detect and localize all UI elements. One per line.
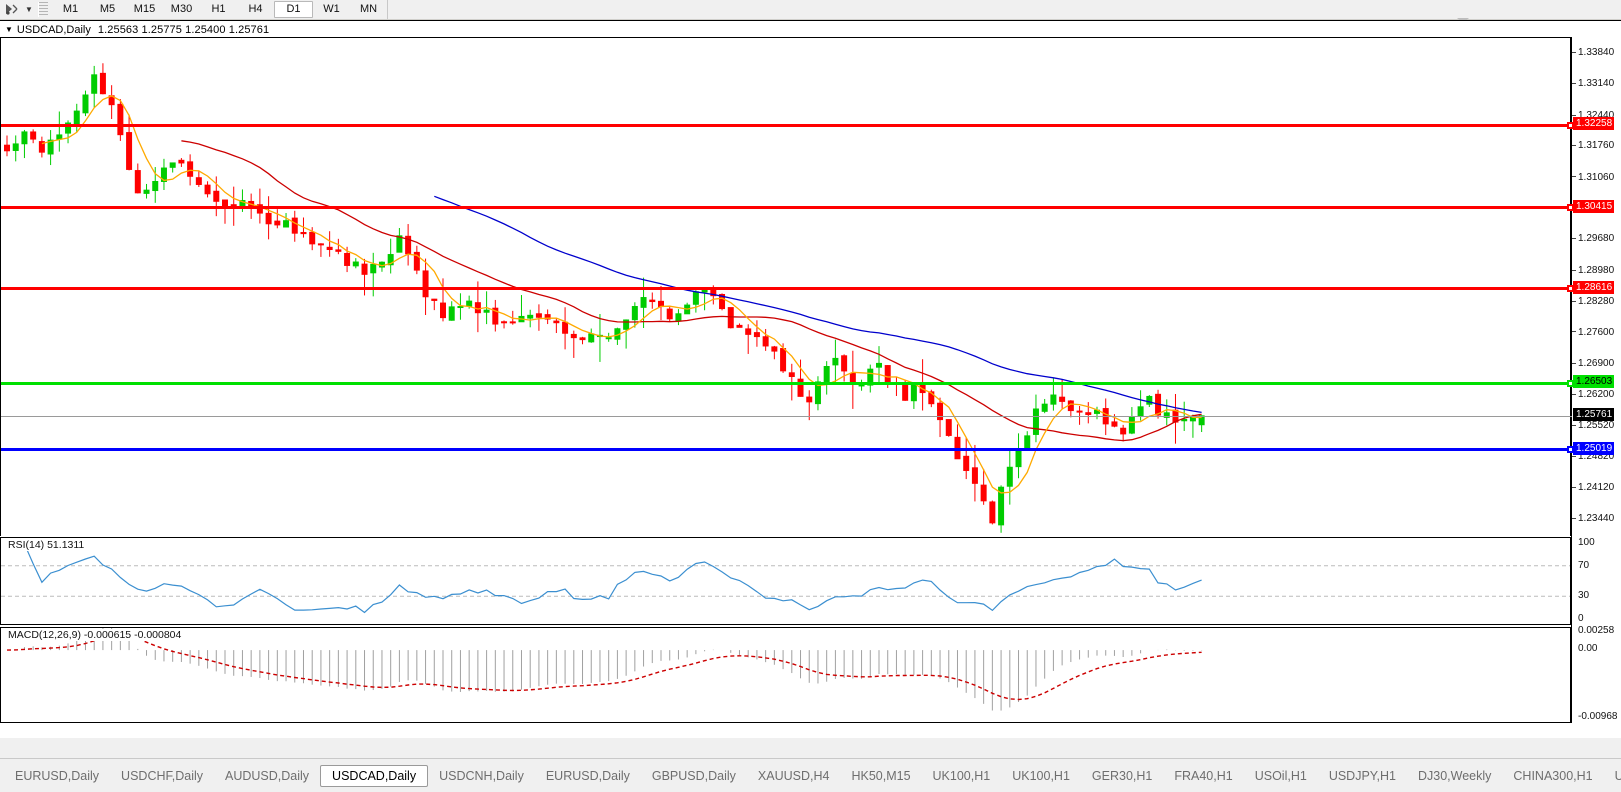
chart-tab-hk50-m15[interactable]: HK50,M15 [851,768,911,783]
chart-tab-ger30-h1[interactable]: GER30,H1 [1091,768,1153,783]
chart-tab-uk100-h1[interactable]: UK100,H1 [1012,768,1070,783]
price-tag-red[interactable]: 1.30415 [1573,199,1615,213]
price-tick: 1.31060 [1572,172,1614,183]
cursor-crosshair-icon[interactable] [0,1,22,18]
chart-tab-usdcad-daily[interactable]: USDCAD,Daily [320,764,429,787]
chart-tab-usdcnh-daily[interactable]: USDCNH,Daily [439,768,524,783]
macd-tick: -0.00968 [1578,711,1618,722]
chart-tab-usdchf-daily[interactable]: USDCHF,Daily [121,768,203,783]
price-tick: 1.31760 [1572,140,1614,151]
chart-ohlc-values: 1.25563 1.25775 1.25400 1.25761 [97,23,270,36]
rsi-tick: 100 [1578,537,1595,548]
price-tag-green[interactable]: 1.26503 [1573,375,1615,389]
timeframe-d1[interactable]: D1 [274,1,313,18]
chart-tab-bar: EURUSD,Daily USDCHF,Daily AUDUSD,Daily USDC… [0,758,1621,792]
price-tick: 1.28980 [1572,265,1614,276]
ma-orange-line [41,95,1202,494]
chart-tab-china300-h1[interactable]: CHINA300,H1 [1513,768,1593,783]
chart-tab-eurusd-daily[interactable]: EURUSD,Daily [15,768,100,783]
price-tick: 1.26200 [1572,389,1614,400]
price-tag-red[interactable]: 1.28616 [1573,280,1615,294]
price-tick: 1.23440 [1572,513,1614,524]
timeframe-m1[interactable]: M1 [62,3,79,15]
chart-tab-usoil-h1[interactable]: USOil,H1 [1254,768,1307,783]
chart-tab-u[interactable]: U [1614,768,1621,783]
ma-red-line [181,140,1202,442]
chart-tab-audusd-daily[interactable]: AUDUSD,Daily [225,768,310,783]
macd-signal-line [6,634,1202,701]
chart-symbol-label: USDCAD,Daily [16,23,91,36]
macd-pane[interactable]: MACD(12,26,9) -0.000615 -0.000804 [0,627,1571,723]
price-tick: 1.28280 [1572,296,1614,307]
timeframe-mn[interactable]: MN [359,3,378,15]
rsi-line [7,543,1202,614]
timeframe-m15[interactable]: M15 [133,3,156,15]
rsi-label: RSI(14) 51.1311 [6,539,87,551]
timeframe-group: M1 M5 M15 M30 H1 H4 D1 W1 MN [52,0,388,19]
chevron-down-icon[interactable]: ▼ [25,5,33,14]
rsi-tick: 70 [1578,559,1590,571]
symbol-quote-bar: ▼ USDCAD,Daily 1.25563 1.25775 1.25400 1… [0,20,1621,38]
price-tag-red[interactable]: 1.32258 [1573,117,1615,131]
macd-series [6,628,1203,711]
timeframe-h4[interactable]: H4 [248,3,263,15]
price-tick: 1.29680 [1572,233,1614,244]
price-scale[interactable]: 1.33840 1.33140 1.32440 1.31760 1.31060 1.296… [1571,37,1621,723]
chart-tab-fra40-h1[interactable]: FRA40,H1 [1174,768,1233,783]
chart-tab-usdjpy-h1[interactable]: USDJPY,H1 [1328,768,1396,783]
price-tick: 1.24820 [1572,451,1614,462]
chart-tab-eurusd-daily[interactable]: EURUSD,Daily [545,768,630,783]
rsi-plot[interactable] [1,538,1570,624]
timeframe-m5[interactable]: M5 [99,3,116,15]
chart-area: ▼ USDCAD,Daily 1.25563 1.25775 1.25400 1… [0,20,1621,776]
price-tick: 1.32440 [1572,110,1614,121]
timeframe-toolbar: ▼ M1 M5 M15 M30 H1 H4 D1 W1 MN [0,0,1621,20]
price-tick: 1.26900 [1572,358,1614,369]
price-tag-blue[interactable]: 1.25019 [1573,441,1615,455]
macd-plot[interactable] [1,628,1570,722]
toolbar-drag-handle[interactable] [38,2,48,17]
price-pane[interactable] [0,37,1574,536]
toolbar-overflow [1605,0,1621,19]
macd-label: MACD(12,26,9) -0.000615 -0.000804 [6,629,184,641]
price-tick: 1.33840 [1572,47,1614,58]
timeframe-w1[interactable]: W1 [323,3,340,15]
chart-tab-uk100-h1[interactable]: UK100,H1 [932,768,991,783]
rsi-pane[interactable]: RSI(14) 51.1311 [0,537,1571,625]
price-tick: 1.33140 [1572,78,1614,89]
rsi-series [1,543,1570,614]
chart-panes: RSI(14) 51.1311 MACD(12,26,9) -0.000615 … [0,37,1621,738]
price-tag-black[interactable]: 1.25761 [1573,408,1615,422]
macd-tick: 0.00 [1578,643,1598,655]
chart-tab-dj30-weekly[interactable]: DJ30,Weekly [1417,768,1492,783]
price-tick: 1.24120 [1572,482,1614,493]
price-tick: 1.25520 [1572,420,1614,431]
chart-tab-xauusd-h4[interactable]: XAUUSD,H4 [757,768,830,783]
rsi-tick: 0 [1578,613,1584,624]
rsi-tick: 30 [1578,590,1590,602]
chart-tab-gbpusd-daily[interactable]: GBPUSD,Daily [651,768,736,783]
macd-tick: 0.00258 [1578,625,1615,636]
timeframe-m30[interactable]: M30 [170,3,193,15]
price-tick: 1.27600 [1572,327,1614,338]
timeframe-h1[interactable]: H1 [211,3,226,15]
triangle-down-icon[interactable]: ▼ [5,25,13,34]
